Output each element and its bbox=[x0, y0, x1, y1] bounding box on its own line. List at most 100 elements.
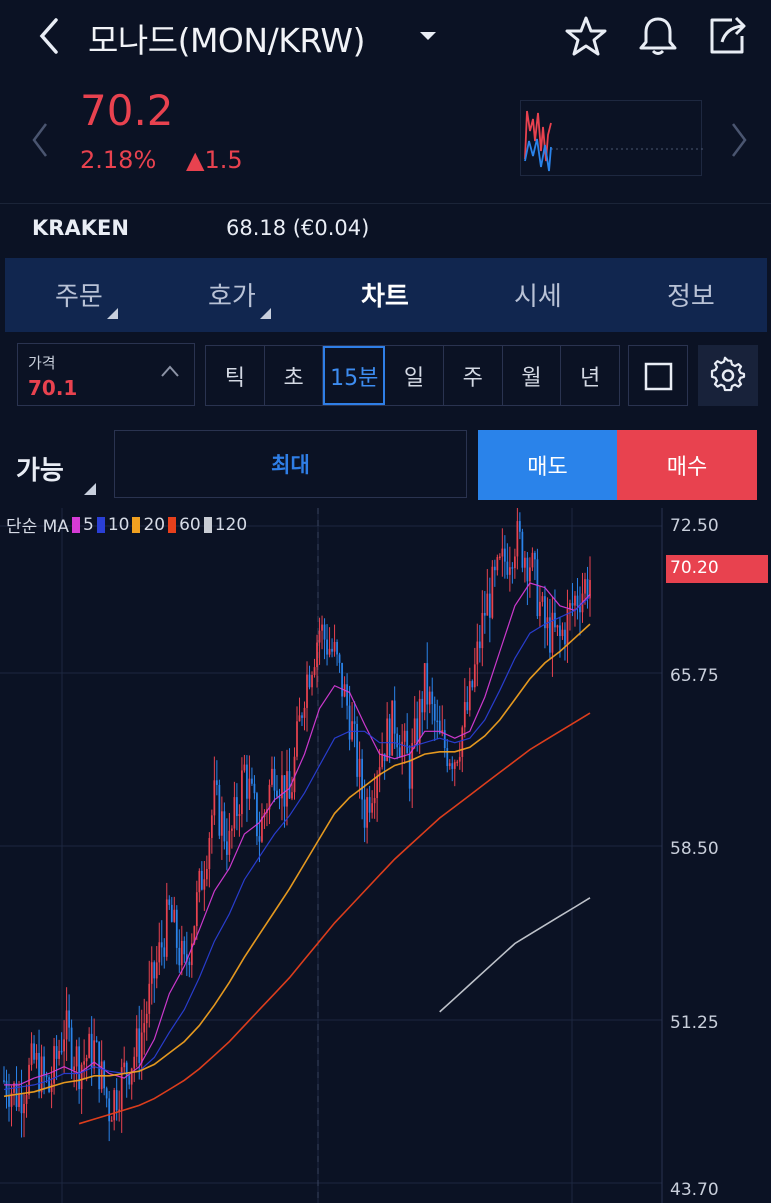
candle bbox=[163, 947, 166, 957]
candle bbox=[30, 1043, 33, 1065]
candle bbox=[418, 698, 421, 745]
timeframe-year[interactable]: 년 bbox=[580, 365, 601, 391]
legend-label-ma20: 20 bbox=[143, 514, 166, 535]
candle bbox=[210, 815, 213, 838]
timeframe-week[interactable]: 주 bbox=[444, 346, 503, 405]
tab-info[interactable]: 정보 bbox=[667, 282, 715, 312]
chevron-up-icon[interactable] bbox=[160, 364, 180, 378]
legend-swatch-ma5 bbox=[71, 516, 80, 533]
candle bbox=[521, 531, 524, 568]
legend-label-ma10: 10 bbox=[107, 514, 130, 535]
ma-line-ma5 bbox=[4, 582, 591, 1086]
candle bbox=[341, 662, 343, 697]
dropdown-triangle-icon[interactable] bbox=[420, 32, 436, 40]
mini-chart[interactable] bbox=[520, 100, 703, 176]
candle bbox=[50, 1083, 53, 1092]
candle bbox=[561, 629, 564, 637]
candle bbox=[383, 753, 386, 762]
candle bbox=[220, 811, 223, 836]
candle bbox=[185, 954, 188, 962]
timeframe-15min[interactable]: 15분 bbox=[323, 346, 386, 405]
candle bbox=[75, 1046, 78, 1067]
candle bbox=[5, 1080, 8, 1096]
candle bbox=[115, 1090, 118, 1111]
candle bbox=[25, 1094, 28, 1104]
candle bbox=[408, 753, 411, 789]
candle bbox=[133, 1056, 136, 1069]
tab-quotes[interactable]: 시세 bbox=[514, 282, 562, 312]
candle bbox=[231, 828, 233, 831]
candle bbox=[48, 1077, 50, 1092]
bell-icon[interactable] bbox=[636, 14, 680, 58]
candle bbox=[396, 733, 399, 748]
candle bbox=[406, 730, 409, 754]
candle bbox=[448, 763, 451, 767]
timeframe-month[interactable]: 월 bbox=[503, 346, 562, 405]
timeframe-second[interactable]: 초 bbox=[265, 346, 324, 405]
candle bbox=[273, 768, 276, 791]
back-chevron-icon[interactable] bbox=[34, 14, 64, 58]
timeframe-day[interactable]: 일 bbox=[385, 346, 444, 405]
candle bbox=[306, 674, 308, 708]
candle bbox=[103, 1061, 106, 1089]
candle bbox=[165, 899, 168, 957]
prev-chevron-icon[interactable] bbox=[30, 120, 52, 160]
legend-label-ma60: 60 bbox=[179, 514, 201, 535]
candle bbox=[248, 778, 251, 799]
candle bbox=[586, 579, 589, 599]
share-icon[interactable] bbox=[706, 12, 750, 56]
page-title[interactable]: 모나드(MON/KRW) bbox=[88, 21, 365, 60]
candle bbox=[160, 942, 163, 948]
tab-orderbook[interactable]: 호가 bbox=[208, 282, 256, 312]
tab-chart[interactable]: 차트 bbox=[361, 282, 409, 312]
timeframe-tick[interactable]: 틱 bbox=[206, 346, 265, 405]
candle bbox=[108, 1098, 111, 1122]
tab-orderbook-corner-icon bbox=[260, 308, 271, 319]
buy-button[interactable]: 매수 bbox=[617, 430, 757, 500]
available-label[interactable]: 가능 bbox=[16, 456, 64, 486]
next-chevron-icon[interactable] bbox=[727, 120, 749, 160]
candle bbox=[356, 723, 358, 777]
ma-line-ma10 bbox=[3, 596, 591, 1091]
candle bbox=[120, 1067, 123, 1110]
fullscreen-button[interactable] bbox=[628, 345, 688, 406]
candle bbox=[458, 756, 461, 762]
change-amount: ▲1.5 bbox=[186, 146, 243, 174]
candle bbox=[508, 567, 511, 575]
candle bbox=[574, 595, 576, 606]
candle bbox=[436, 720, 439, 723]
candle bbox=[308, 674, 311, 688]
candle bbox=[421, 698, 424, 713]
candle bbox=[125, 1062, 128, 1076]
candle bbox=[73, 1066, 75, 1071]
candle bbox=[188, 961, 191, 966]
settings-button[interactable] bbox=[698, 345, 758, 406]
candle bbox=[195, 892, 198, 927]
max-button[interactable]: 최대 bbox=[114, 430, 467, 498]
candle bbox=[524, 557, 526, 568]
candle bbox=[208, 837, 211, 870]
candle bbox=[393, 700, 396, 734]
tab-order[interactable]: 주문 bbox=[55, 282, 103, 312]
candle bbox=[223, 811, 226, 842]
candle bbox=[168, 899, 171, 905]
candle bbox=[143, 1023, 146, 1033]
candle bbox=[251, 778, 253, 784]
candle bbox=[238, 814, 241, 816]
candle bbox=[431, 691, 434, 704]
candle bbox=[311, 675, 313, 688]
price-chart[interactable] bbox=[0, 508, 771, 1203]
candle bbox=[65, 1010, 68, 1040]
star-icon[interactable] bbox=[564, 14, 608, 58]
candle bbox=[180, 940, 183, 966]
candle bbox=[150, 962, 153, 984]
candle bbox=[536, 559, 539, 617]
ma-line-ma60 bbox=[78, 712, 591, 1125]
sell-button[interactable]: 매도 bbox=[478, 430, 617, 500]
candle bbox=[451, 763, 454, 769]
candle bbox=[128, 1075, 131, 1085]
candle bbox=[318, 630, 321, 643]
price-field[interactable]: 가격 70.1 bbox=[17, 343, 195, 406]
candle bbox=[113, 1090, 116, 1121]
candle bbox=[388, 718, 391, 756]
